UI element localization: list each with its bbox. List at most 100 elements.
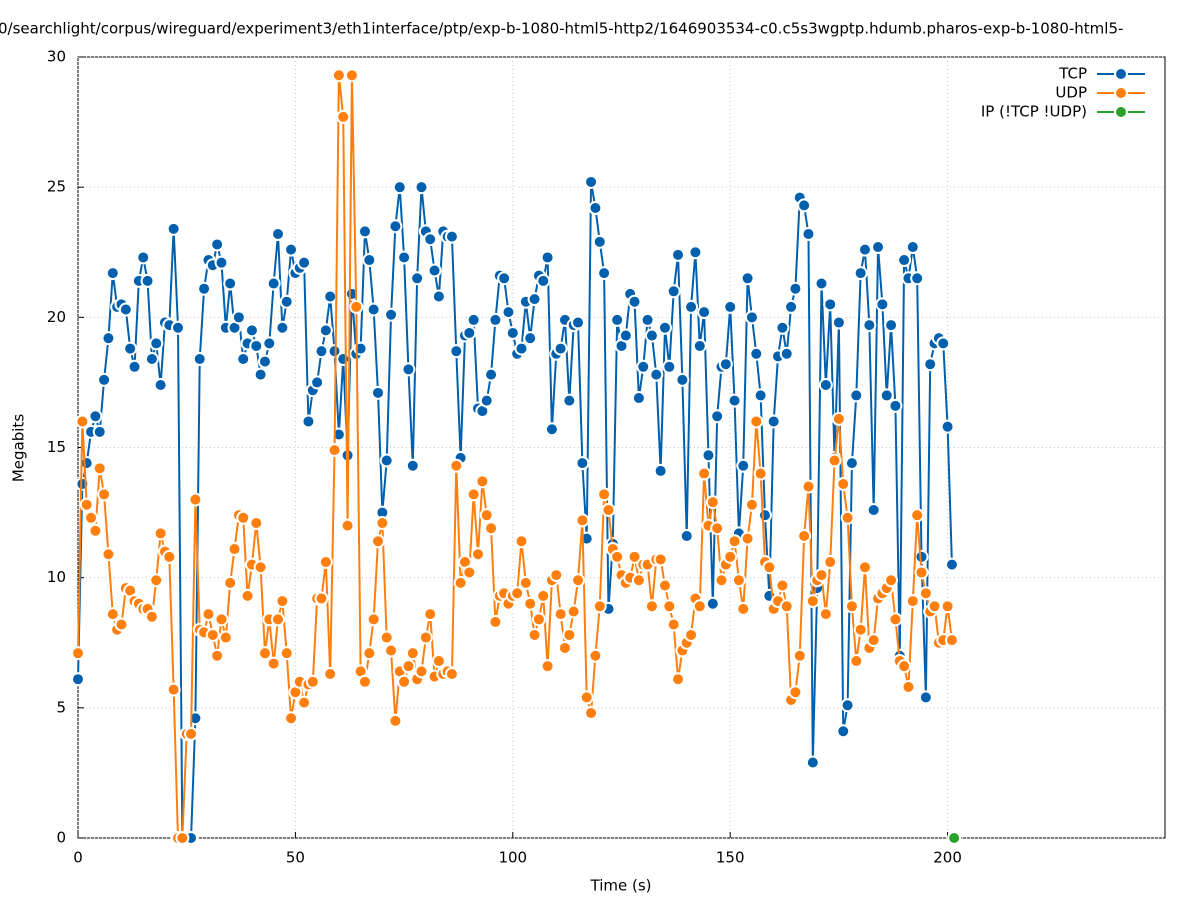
data-point — [257, 646, 272, 661]
data-point — [710, 521, 725, 536]
data-point — [401, 659, 416, 674]
data-point — [271, 612, 286, 627]
data-point — [188, 711, 203, 726]
data-point — [114, 617, 129, 632]
data-point — [331, 68, 346, 83]
data-point — [505, 325, 520, 340]
data-point — [836, 724, 851, 739]
data-point — [214, 255, 229, 270]
data-point — [849, 653, 864, 668]
data-point — [905, 240, 920, 255]
data-point — [253, 560, 268, 575]
data-point — [844, 599, 859, 614]
data-point — [947, 831, 962, 845]
data-point — [914, 565, 929, 580]
x-tick-label: 0 — [73, 849, 83, 867]
data-point — [684, 627, 699, 642]
data-point — [779, 346, 794, 361]
data-point — [162, 549, 177, 564]
data-point — [918, 586, 933, 601]
data-point — [192, 351, 207, 366]
data-point — [366, 302, 381, 317]
data-point — [305, 674, 320, 689]
data-point — [214, 612, 229, 627]
data-point — [127, 359, 142, 374]
data-point — [944, 633, 959, 648]
data-point — [488, 312, 503, 327]
data-point — [866, 502, 881, 517]
data-point — [775, 320, 790, 335]
data-point — [836, 476, 851, 491]
data-point — [831, 315, 846, 330]
data-point — [140, 273, 155, 288]
data-point — [762, 560, 777, 575]
data-point — [736, 601, 751, 616]
data-point — [849, 388, 864, 403]
data-point — [553, 341, 568, 356]
data-point — [831, 411, 846, 426]
data-point — [844, 456, 859, 471]
data-point — [144, 609, 159, 624]
data-point — [497, 271, 512, 286]
data-point — [514, 341, 529, 356]
data-point — [575, 456, 590, 471]
legend-label: UDP — [1055, 84, 1087, 102]
data-point — [349, 299, 364, 314]
data-point — [101, 547, 116, 562]
data-point — [340, 518, 355, 533]
data-point — [705, 596, 720, 611]
data-point — [740, 271, 755, 286]
data-point — [405, 458, 420, 473]
data-point — [323, 289, 338, 304]
data-point — [523, 596, 538, 611]
data-point — [671, 247, 686, 262]
data-point — [697, 305, 712, 320]
data-point — [575, 513, 590, 528]
data-point — [197, 281, 212, 296]
data-point — [631, 391, 646, 406]
data-point — [501, 305, 516, 320]
data-point — [136, 250, 151, 265]
legend-marker — [1114, 105, 1128, 119]
data-point — [479, 393, 494, 408]
data-point — [618, 328, 633, 343]
data-point — [175, 831, 190, 845]
data-point — [297, 695, 312, 710]
data-point — [105, 266, 120, 281]
data-point — [692, 338, 707, 353]
data-point — [384, 643, 399, 658]
data-point — [240, 588, 255, 603]
data-point — [388, 713, 403, 728]
data-point — [714, 573, 729, 588]
data-point — [423, 232, 438, 247]
data-point — [662, 599, 677, 614]
data-point — [475, 474, 490, 489]
data-point — [627, 294, 642, 309]
data-point — [88, 409, 103, 424]
x-tick-label: 100 — [498, 849, 527, 867]
data-point — [840, 698, 855, 713]
data-point — [149, 573, 164, 588]
data-point — [910, 271, 925, 286]
x-axis-label: Time (s) — [590, 877, 652, 895]
data-point — [636, 359, 651, 374]
data-point — [944, 557, 959, 572]
y-tick-label: 15 — [47, 438, 66, 456]
y-tick-label: 10 — [47, 568, 66, 586]
data-point — [879, 388, 894, 403]
data-point — [375, 515, 390, 530]
data-point — [940, 419, 955, 434]
data-point — [884, 318, 899, 333]
data-point — [666, 617, 681, 632]
data-point — [897, 659, 912, 674]
data-point — [279, 646, 294, 661]
data-point — [101, 331, 116, 346]
data-point — [488, 614, 503, 629]
data-point — [801, 479, 816, 494]
data-point — [314, 591, 329, 606]
data-point — [818, 378, 833, 393]
data-point — [184, 726, 199, 741]
data-point — [692, 599, 707, 614]
y-tick-label: 0 — [56, 829, 66, 847]
data-point — [153, 526, 168, 541]
